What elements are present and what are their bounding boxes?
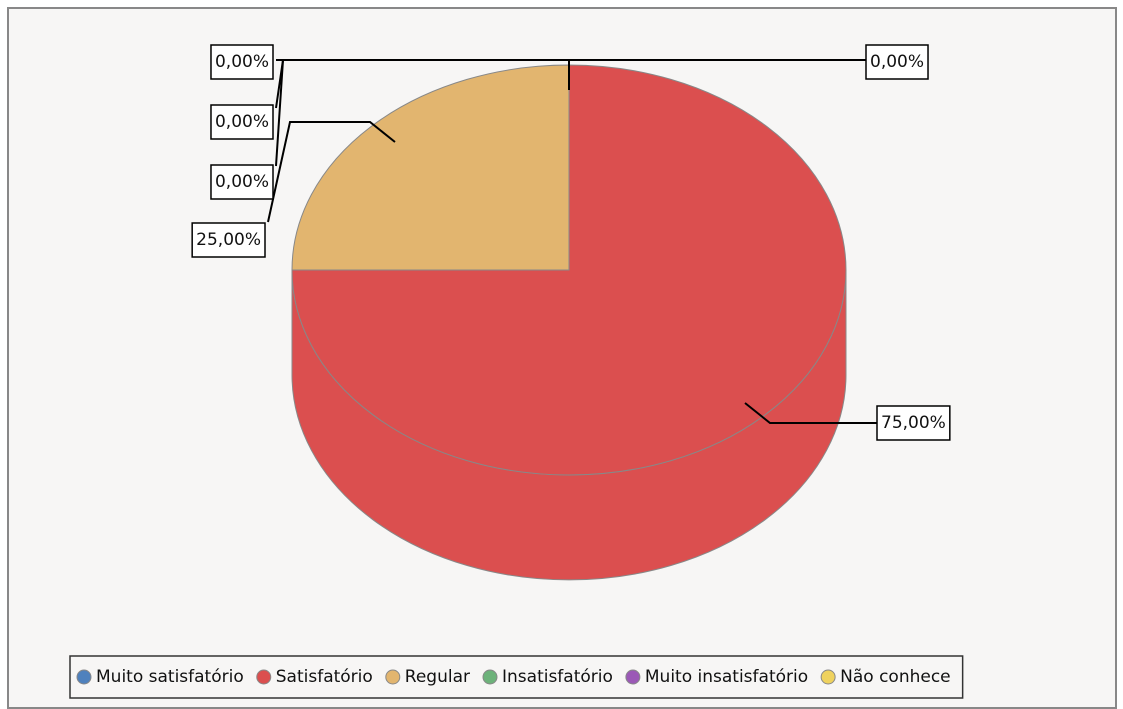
legend-marker [820, 669, 836, 685]
label-box [210, 164, 274, 200]
legend-marker [482, 669, 498, 685]
label-box [865, 44, 929, 80]
label-box [210, 104, 274, 140]
legend-label: Satisfatório [276, 667, 373, 687]
data-label: 0,00% [215, 52, 269, 72]
data-label: 0,00% [870, 52, 924, 72]
legend-label: Regular [405, 667, 470, 687]
data-label: 25,00% [196, 230, 261, 250]
legend-label: Muito insatisfatório [645, 667, 808, 687]
leader-line [267, 121, 396, 223]
legend-label: Muito satisfatório [96, 667, 244, 687]
data-label: 75,00% [881, 413, 946, 433]
legend-label: Não conhece [840, 667, 951, 687]
leader-line [744, 402, 877, 424]
slice [291, 64, 847, 476]
legend-box [69, 655, 964, 699]
label-box [191, 222, 266, 258]
legend-marker [625, 669, 641, 685]
legend-marker [256, 669, 272, 685]
label-box [876, 405, 951, 441]
data-label: 0,00% [215, 112, 269, 132]
data-label: 0,00% [215, 172, 269, 192]
legend-marker [76, 669, 92, 685]
legend-label: Insatisfatório [502, 667, 613, 687]
legend-marker [385, 669, 401, 685]
label-box [210, 44, 274, 80]
